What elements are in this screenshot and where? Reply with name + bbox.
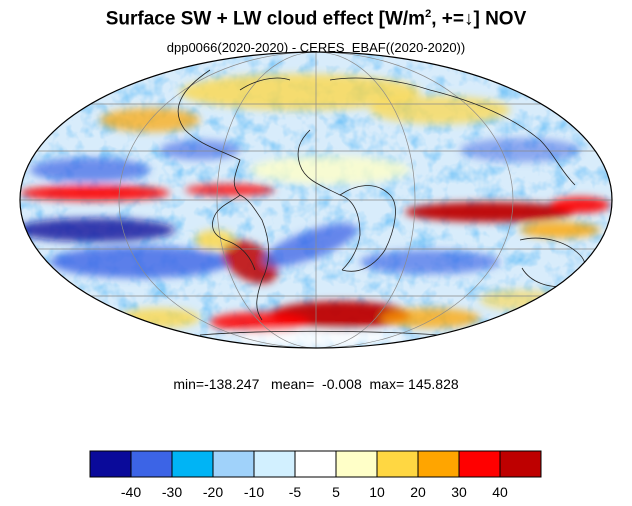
coast-south-america-west	[212, 194, 256, 271]
title-text: Surface SW + LW cloud effect [W/m	[105, 8, 426, 30]
field-blobs	[20, 74, 610, 346]
mean-value: -0.008	[322, 376, 362, 392]
blob-maritime-south	[520, 222, 600, 238]
blob-southern-ocean-east	[380, 308, 480, 328]
colorbar-box	[294, 450, 337, 478]
plot-subtitle: dpp0066(2020-2020) - CERES_EBAF((2020-20…	[166, 40, 466, 55]
max-value: 145.828	[408, 376, 459, 392]
colorbar-box	[130, 450, 173, 478]
colorbar-box	[499, 450, 542, 478]
map-outline	[19, 51, 613, 349]
blob-sahara	[250, 156, 410, 184]
colorbar-tick-label: -40	[120, 484, 142, 500]
blob-tropical-pacific-east	[20, 185, 170, 201]
colorbar-tick-label: -20	[202, 484, 224, 500]
blob-south-pacific-blue	[50, 246, 230, 278]
stats-line: min=-138.247 mean= -0.008 max= 145.828	[0, 376, 632, 392]
blob-indian-ocean	[405, 202, 575, 222]
blob-npac-blue	[460, 138, 580, 162]
colorbar-box	[335, 450, 378, 478]
colorbar-tick-label: 30	[451, 484, 467, 500]
colorbar-tick-label: 5	[332, 484, 340, 500]
colorbar-tick-label: -30	[161, 484, 183, 500]
blob-north-yellow	[180, 74, 420, 110]
meridian-60	[216, 52, 416, 348]
blob-south-america-red	[222, 240, 278, 284]
mean-label: mean=	[271, 376, 315, 392]
title-rest: , +=↓] NOV	[431, 8, 527, 30]
colorbar-box	[171, 450, 214, 478]
map-field	[20, 52, 612, 348]
blob-asia-yellow	[370, 96, 510, 124]
plot-title: Surface SW + LW cloud effect [W/m2, +=↓]…	[0, 8, 632, 30]
min-value: -138.247	[204, 376, 260, 392]
coast-americas	[177, 69, 270, 321]
coast-antarctica	[199, 330, 441, 336]
colorbar-tick-label: 40	[492, 484, 508, 500]
colorbar-tick-label: 10	[369, 484, 385, 500]
graticule	[20, 52, 612, 348]
colorbar-box	[458, 450, 501, 478]
colorbar-box	[89, 450, 132, 478]
colorbar-box	[212, 450, 255, 478]
blob-south-pacific-dark	[20, 218, 175, 242]
colorbar-boxes	[89, 450, 542, 478]
blob-atlantic-itcz	[185, 184, 275, 196]
coast-eurasia	[329, 77, 576, 186]
coastlines	[177, 69, 586, 336]
blob-south-indian-blue	[360, 250, 500, 274]
blob-west-blue	[30, 158, 150, 182]
colorbar-box	[417, 450, 460, 478]
blob-south-atlantic-blue	[262, 223, 358, 267]
coast-africa-east	[339, 185, 396, 272]
colorbar-tick-label: -10	[243, 484, 265, 500]
colorbar-box	[376, 450, 419, 478]
coast-greenland	[239, 77, 291, 91]
min-label: min=	[173, 376, 205, 392]
blob-north-blue	[160, 140, 240, 160]
meridian-120	[118, 52, 514, 348]
colorbar-tick-label: -5	[288, 484, 302, 500]
colorbar-tick-label: 20	[410, 484, 426, 500]
max-label: max=	[369, 376, 405, 392]
blob-maritime	[550, 197, 610, 213]
title-superscript: 2	[425, 8, 432, 20]
blob-amazon-yellow	[195, 230, 235, 250]
colorbar-box	[253, 450, 296, 478]
